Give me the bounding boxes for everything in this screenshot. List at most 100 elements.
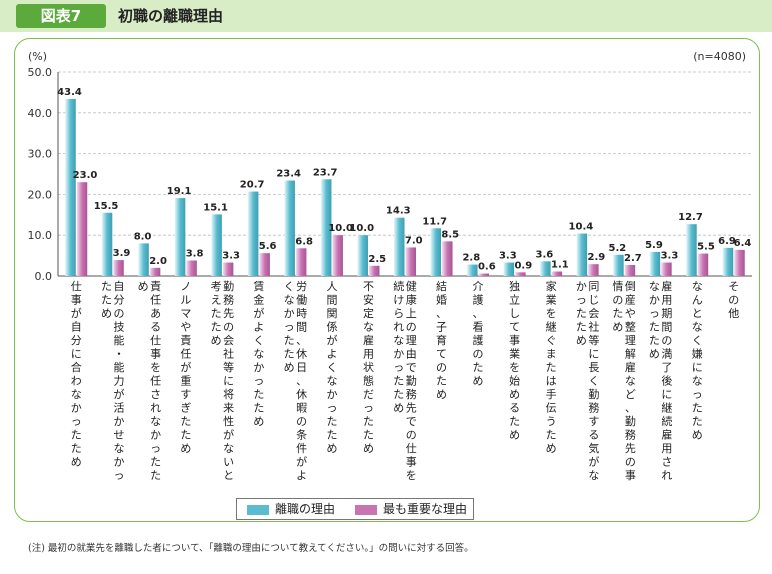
data-label: 8.0	[134, 231, 152, 242]
x-tick-label: 勤務先の会社等に将来性がないと考えたため	[211, 280, 235, 482]
bar-most-important	[149, 267, 161, 276]
data-label: 15.1	[203, 202, 228, 213]
data-label: 23.4	[276, 169, 301, 180]
data-label: 5.2	[609, 243, 627, 254]
x-tick-label: 結婚、子育てのため	[436, 279, 447, 401]
y-axis-label: (%)	[28, 50, 47, 63]
bar-reason	[722, 247, 734, 276]
bar-most-important	[113, 260, 124, 276]
bar-most-important	[76, 182, 88, 276]
x-tick-label: 介護、看護のため	[473, 280, 484, 388]
bar-most-important	[734, 249, 745, 276]
bar-reason	[430, 228, 442, 276]
bar-reason	[576, 233, 588, 276]
data-label: 20.7	[240, 180, 265, 191]
data-label: 10.0	[349, 223, 374, 234]
bar-most-important	[295, 248, 307, 276]
figure-title: 初職の離職理由	[118, 7, 224, 25]
y-tick-label: 30.0	[28, 148, 53, 161]
bar-most-important	[222, 262, 234, 276]
data-label: 5.6	[259, 241, 277, 252]
data-label: 19.1	[167, 186, 192, 197]
bar-most-important	[588, 264, 599, 276]
bar-most-important	[405, 247, 416, 276]
data-label: 15.5	[94, 201, 119, 212]
bar-reason	[467, 264, 478, 276]
legend: 離職の理由 最も重要な理由	[236, 498, 474, 520]
x-tick-label: 不安定な雇用状態だったため	[363, 280, 374, 455]
footnote: (注) 最初の就業先を離職した者について、「離職の理由について教えてください。」…	[28, 543, 474, 554]
data-label: 2.5	[368, 254, 386, 265]
bar-reason	[174, 198, 186, 276]
bar-most-important	[186, 260, 197, 276]
data-label: 7.0	[405, 235, 423, 246]
data-label: 23.7	[313, 167, 338, 178]
x-tick-label: 家業を継ぐまたは手伝うため	[546, 279, 557, 455]
data-label: 3.6	[535, 249, 553, 260]
x-tick-label: なんとなく嫌になったため	[692, 280, 703, 442]
x-tick-label: 人間関係がよくなかったため	[326, 280, 337, 455]
data-label: 3.3	[222, 251, 240, 262]
data-label: 8.5	[441, 229, 459, 240]
data-label: 6.8	[295, 236, 313, 247]
data-label: 3.8	[186, 248, 204, 259]
data-label: 1.1	[551, 260, 569, 271]
data-label: 43.4	[57, 87, 82, 98]
x-tick-label: 雇用期間の満了後に継続雇用されなかったため	[649, 279, 673, 482]
y-tick-label: 10.0	[28, 229, 53, 242]
data-label: 2.9	[588, 252, 606, 263]
figure-header: 図表7 初職の離職理由	[0, 0, 772, 32]
y-tick-label: 0.0	[35, 270, 53, 283]
bar-reason	[686, 224, 697, 276]
legend-label-reason: 離職の理由	[275, 502, 336, 516]
data-label: 6.4	[734, 238, 752, 249]
data-label: 2.8	[462, 253, 480, 264]
x-tick-label: 独立して事業を始めるため	[509, 280, 520, 442]
legend-label-most-important: 最も重要な理由	[383, 502, 468, 516]
bar-reason	[357, 235, 368, 276]
data-label: 3.9	[113, 248, 131, 259]
y-tick-label: 20.0	[28, 188, 53, 201]
bar-reason	[138, 243, 149, 276]
bar-most-important	[697, 253, 709, 276]
y-tick-label: 50.0	[28, 66, 53, 79]
bar-reason	[649, 251, 661, 276]
chart-panel	[14, 38, 760, 522]
data-label: 5.9	[645, 240, 663, 251]
bar-reason	[503, 262, 515, 276]
data-label: 14.3	[386, 206, 411, 217]
bar-reason	[65, 98, 76, 276]
x-tick-label: 健康上の理由で勤務先での仕事を続けられなかったため	[393, 279, 417, 482]
bar-most-important	[515, 272, 526, 276]
x-tick-label: その他	[728, 280, 739, 320]
bar-most-important	[478, 273, 490, 276]
bar-reason	[394, 217, 405, 276]
x-tick-label: ノルマや責任が重すぎたため	[180, 280, 191, 455]
bar-most-important	[368, 265, 380, 276]
data-label: 2.0	[149, 256, 167, 267]
data-label: 0.9	[514, 260, 532, 271]
x-tick-label: 倒産や整理解雇など、勤務先の事情のため	[612, 280, 636, 482]
x-tick-label: 自分の技能・能力が活かせなかったため	[101, 280, 125, 482]
data-label: 6.9	[718, 236, 736, 247]
y-tick-label: 40.0	[28, 107, 53, 120]
bar-most-important	[624, 264, 636, 276]
bar-reason	[320, 179, 332, 276]
bar-reason	[101, 212, 113, 276]
data-label: 3.3	[661, 251, 679, 262]
x-tick-label: 仕事が自分に合わなかったため	[71, 280, 82, 469]
bar-reason	[247, 191, 259, 276]
data-label: 5.5	[697, 242, 715, 253]
bar-most-important	[442, 241, 453, 276]
x-tick-label: 責任ある仕事を任されなかったため	[138, 279, 162, 482]
data-label: 0.6	[478, 262, 496, 273]
x-tick-label: 労働時間、休日、休暇の条件がよくなかったため	[284, 279, 308, 482]
bar-most-important	[259, 253, 270, 276]
data-label: 23.0	[73, 170, 98, 181]
x-tick-label: 同じ会社等に長く勤務する気がなかったため	[576, 280, 600, 482]
data-label: 2.7	[624, 253, 642, 264]
legend-item-most-important: 最も重要な理由	[355, 501, 467, 517]
legend-swatch-most-important	[355, 504, 377, 515]
bar-reason	[211, 214, 222, 276]
